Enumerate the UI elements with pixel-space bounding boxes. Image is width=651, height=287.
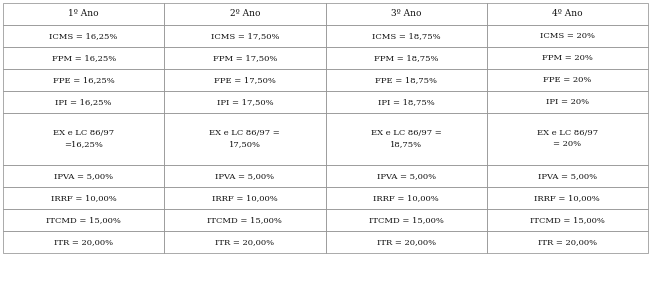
Bar [326,231,487,253]
Text: EX e LC 86/97 =
17,50%: EX e LC 86/97 = 17,50% [210,129,280,148]
Bar [3,47,164,69]
Bar [487,25,648,47]
Bar [164,165,326,187]
Text: 2º Ano: 2º Ano [230,9,260,18]
Text: ICMS = 18,75%: ICMS = 18,75% [372,32,441,40]
Text: EX e LC 86/97
= 20%: EX e LC 86/97 = 20% [537,129,598,148]
Bar [3,209,164,231]
Bar [3,91,164,113]
Text: EX e LC 86/97 =
18,75%: EX e LC 86/97 = 18,75% [371,129,441,148]
Text: 1º Ano: 1º Ano [68,9,99,18]
Text: FPM = 17,50%: FPM = 17,50% [213,54,277,62]
Text: 4º Ano: 4º Ano [552,9,583,18]
Text: FPE = 18,75%: FPE = 18,75% [375,76,437,84]
Bar [487,47,648,69]
Bar [487,231,648,253]
Bar [326,91,487,113]
Text: IPI = 18,75%: IPI = 18,75% [378,98,434,106]
Text: IRRF = 10,00%: IRRF = 10,00% [373,194,439,202]
Bar [487,209,648,231]
Bar [326,209,487,231]
Bar [164,47,326,69]
Text: IPI = 16,25%: IPI = 16,25% [55,98,112,106]
Text: FPM = 18,75%: FPM = 18,75% [374,54,438,62]
Text: ITR = 20,00%: ITR = 20,00% [54,238,113,246]
Text: ITR = 20,00%: ITR = 20,00% [376,238,436,246]
Bar [487,91,648,113]
Bar [164,69,326,91]
Text: ITCMD = 15,00%: ITCMD = 15,00% [368,216,443,224]
Bar [487,187,648,209]
Text: IPI = 20%: IPI = 20% [546,98,589,106]
Bar [3,3,164,25]
Text: IRRF = 10,00%: IRRF = 10,00% [212,194,278,202]
Bar [164,231,326,253]
Text: ITCMD = 15,00%: ITCMD = 15,00% [208,216,283,224]
Bar [164,91,326,113]
Bar [487,165,648,187]
Text: ICMS = 20%: ICMS = 20% [540,32,595,40]
Text: ITCMD = 15,00%: ITCMD = 15,00% [46,216,121,224]
Bar [3,165,164,187]
Bar [3,187,164,209]
Bar [3,231,164,253]
Text: ITCMD = 15,00%: ITCMD = 15,00% [530,216,605,224]
Text: FPE = 16,25%: FPE = 16,25% [53,76,115,84]
Text: 3º Ano: 3º Ano [391,9,421,18]
Bar [3,69,164,91]
Bar [164,113,326,165]
Bar [487,113,648,165]
Text: ICMS = 17,50%: ICMS = 17,50% [211,32,279,40]
Text: IPVA = 5,00%: IPVA = 5,00% [215,172,275,180]
Text: ITR = 20,00%: ITR = 20,00% [538,238,597,246]
Bar [3,113,164,165]
Bar [164,187,326,209]
Bar [164,25,326,47]
Text: ITR = 20,00%: ITR = 20,00% [215,238,275,246]
Bar [326,69,487,91]
Bar [164,3,326,25]
Text: FPE = 20%: FPE = 20% [543,76,592,84]
Bar [3,25,164,47]
Bar [164,209,326,231]
Bar [487,69,648,91]
Text: FPE = 17,50%: FPE = 17,50% [214,76,276,84]
Bar [326,25,487,47]
Bar [326,165,487,187]
Text: EX e LC 86/97
=16,25%: EX e LC 86/97 =16,25% [53,129,114,148]
Text: IRRF = 10,00%: IRRF = 10,00% [534,194,600,202]
Text: IPVA = 5,00%: IPVA = 5,00% [54,172,113,180]
Bar [326,47,487,69]
Text: ICMS = 16,25%: ICMS = 16,25% [49,32,118,40]
Bar [326,187,487,209]
Text: FPM = 20%: FPM = 20% [542,54,593,62]
Text: IPVA = 5,00%: IPVA = 5,00% [538,172,597,180]
Text: IRRF = 10,00%: IRRF = 10,00% [51,194,117,202]
Bar [326,113,487,165]
Text: FPM = 16,25%: FPM = 16,25% [51,54,116,62]
Text: IPI = 17,50%: IPI = 17,50% [217,98,273,106]
Bar [487,3,648,25]
Bar [326,3,487,25]
Text: IPVA = 5,00%: IPVA = 5,00% [376,172,436,180]
